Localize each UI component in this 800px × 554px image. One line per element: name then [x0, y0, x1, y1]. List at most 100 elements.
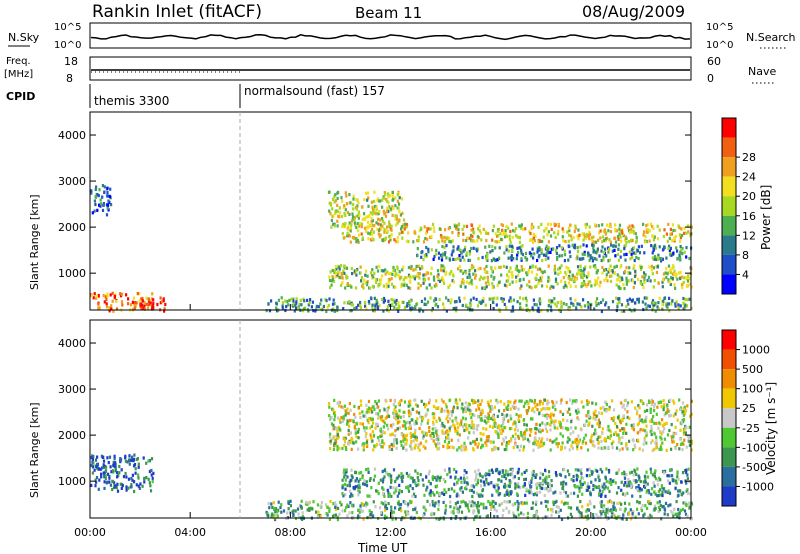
power-cell: [564, 270, 567, 274]
power-cell: [346, 282, 349, 286]
power-cell: [494, 258, 497, 262]
velocity-cell: [507, 419, 510, 423]
power-cell: [476, 239, 479, 243]
velocity-cell: [393, 441, 396, 445]
power-cell: [412, 275, 415, 279]
power-cell: [486, 252, 489, 256]
velocity-cell: [443, 425, 446, 429]
power-cell: [94, 195, 98, 199]
velocity-cell: [559, 432, 562, 436]
power-cell: [355, 240, 358, 244]
velocity-cell: [586, 488, 589, 492]
velocity-cell: [497, 478, 501, 482]
velocity-cell: [383, 421, 386, 425]
velocity-cell: [375, 489, 378, 493]
power-cell: [106, 292, 109, 296]
velocity-cell: [426, 485, 429, 489]
velocity-cell: [601, 483, 604, 487]
power-cell: [364, 273, 367, 277]
velocity-cell: [538, 436, 541, 441]
velocity-cell: [466, 503, 469, 507]
power-cell: [575, 306, 578, 310]
power-cell: [584, 223, 587, 227]
velocity-cell: [576, 494, 579, 498]
power-cell: [466, 236, 469, 240]
power-cell: [97, 306, 100, 310]
velocity-cell: [623, 483, 626, 487]
power-cell: [587, 282, 590, 287]
power-cell: [594, 250, 597, 254]
velocity-cell: [541, 428, 544, 433]
velocity-cell: [506, 500, 509, 504]
power-cell: [630, 238, 633, 242]
velocity-cell: [594, 417, 597, 421]
velocity-cell: [565, 400, 568, 405]
velocity-cell: [461, 490, 464, 494]
velocity-cell: [580, 514, 583, 518]
velocity-cell: [409, 484, 412, 488]
power-cell: [574, 226, 577, 230]
velocity-cell: [351, 504, 354, 508]
power-cell: [656, 237, 660, 241]
velocity-cell: [475, 491, 478, 495]
velocity-cell: [667, 479, 670, 483]
power-cell: [625, 240, 628, 244]
power-cell: [516, 246, 519, 250]
power-cell: [652, 305, 655, 309]
velocity-cell: [680, 420, 683, 424]
power-cell: [491, 245, 494, 249]
power-cell: [352, 197, 355, 201]
velocity-cell: [569, 512, 572, 516]
power-cell: [532, 256, 535, 260]
power-cell: [633, 281, 636, 285]
power-cell: [632, 251, 635, 255]
power-cell: [539, 276, 542, 280]
power-cell: [643, 273, 646, 277]
velocity-cell: [398, 409, 401, 413]
power-cell: [671, 276, 674, 280]
power-cell: [288, 298, 291, 302]
power-cell: [400, 227, 403, 231]
velocity-cell: [595, 414, 598, 418]
velocity-cell: [671, 474, 674, 478]
power-cell: [354, 286, 358, 290]
power-cell: [453, 300, 457, 304]
power-cell: [415, 302, 418, 307]
velocity-cell: [437, 441, 440, 446]
velocity-cell: [620, 480, 623, 484]
velocity-cell: [690, 412, 693, 416]
power-cell: [655, 264, 658, 269]
velocity-cell: [271, 512, 274, 516]
velocity-cell: [647, 515, 650, 519]
power-cell: [360, 232, 363, 236]
velocity-cell: [677, 507, 680, 512]
power-cell: [670, 302, 673, 306]
velocity-cell: [109, 465, 112, 469]
velocity-cell: [604, 514, 607, 518]
power-cell: [414, 305, 417, 309]
velocity-cell: [423, 493, 426, 497]
velocity-cell: [469, 412, 472, 416]
velocity-cell: [560, 482, 563, 486]
power-cell: [331, 268, 334, 273]
velocity-cell: [95, 476, 99, 480]
power-cell: [510, 272, 513, 276]
power-cell: [620, 249, 623, 253]
power-cell: [562, 276, 565, 280]
power-cell: [437, 251, 440, 255]
power-cell: [592, 240, 595, 244]
power-cell: [517, 273, 520, 278]
power-cell: [651, 299, 655, 303]
velocity-cell: [538, 483, 541, 487]
velocity-cell: [510, 490, 513, 494]
power-cell: [98, 306, 101, 310]
velocity-cell: [676, 475, 679, 479]
power-cell: [515, 275, 518, 279]
power-cell: [522, 227, 525, 231]
velocity-cell: [634, 515, 637, 519]
power-cell: [680, 251, 683, 256]
velocity-cell: [642, 442, 645, 446]
power-cell: [670, 276, 673, 280]
power-cell: [612, 244, 615, 248]
power-cell: [517, 250, 520, 255]
